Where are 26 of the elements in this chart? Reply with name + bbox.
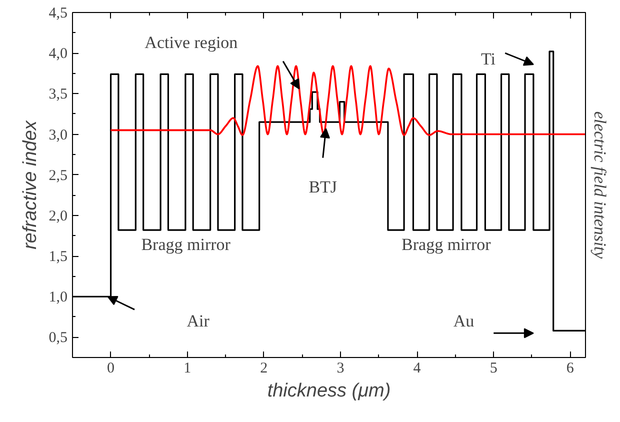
annotation: Active region xyxy=(144,33,238,52)
x-tick-label: 0 xyxy=(107,360,115,376)
y-tick-label: 2,0 xyxy=(48,208,68,224)
annotation: Au xyxy=(453,311,475,330)
y-axis-title: refractive index xyxy=(20,119,41,250)
x-tick-label: 1 xyxy=(184,360,192,376)
annotation: Ti xyxy=(481,49,496,68)
x-axis-title: thickness (μm) xyxy=(267,380,391,402)
annotation: Bragg mirror xyxy=(141,235,231,254)
y-tick-label: 1,5 xyxy=(48,249,68,266)
y-tick-label: 3,0 xyxy=(48,127,68,144)
annotation: Bragg mirror xyxy=(402,235,492,254)
y-tick-label: 4,5 xyxy=(48,6,68,22)
y-tick-label: 2,5 xyxy=(48,168,68,184)
x-tick-label: 4 xyxy=(413,360,422,376)
annotation: Air xyxy=(186,311,210,330)
x-tick-label: 5 xyxy=(490,360,498,376)
y-tick-label: 3,5 xyxy=(48,86,68,103)
y-tick-label: 4,0 xyxy=(48,46,68,62)
annotation: BTJ xyxy=(308,178,338,197)
y-tick-label: 0,5 xyxy=(48,330,68,346)
y-tick-label: 1,0 xyxy=(48,290,68,306)
x-tick-label: 3 xyxy=(336,360,344,376)
x-tick-label: 2 xyxy=(260,360,268,376)
y2-axis-title: electric field intensity xyxy=(590,111,610,260)
x-tick-label: 6 xyxy=(566,360,574,376)
